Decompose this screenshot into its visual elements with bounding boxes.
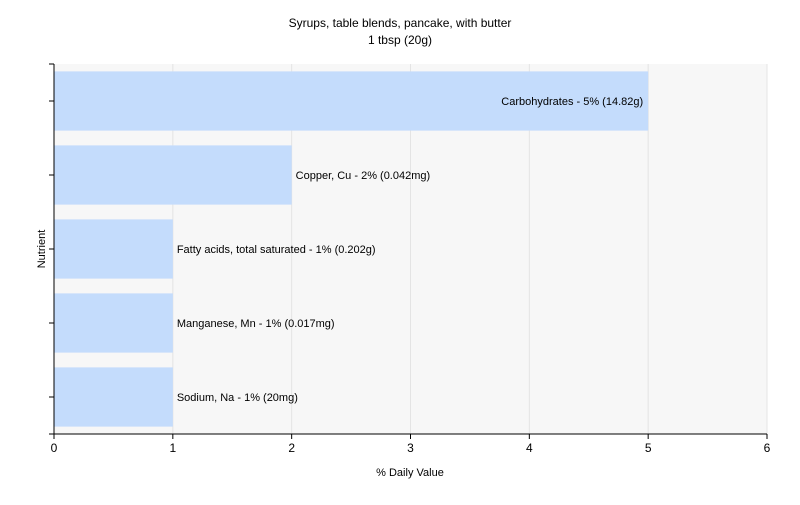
x-tick-label: 4 [526, 441, 533, 455]
bar-label: Copper, Cu - 2% (0.042mg) [296, 170, 431, 182]
chart-title: Syrups, table blends, pancake, with butt… [289, 16, 512, 30]
x-tick-label: 2 [288, 441, 295, 455]
x-tick-label: 1 [169, 441, 176, 455]
y-axis-title: Nutrient [36, 230, 48, 269]
bar [54, 71, 649, 131]
bar-label: Sodium, Na - 1% (20mg) [177, 392, 298, 404]
x-tick-label: 0 [51, 441, 58, 455]
bar [54, 219, 173, 279]
bars: Carbohydrates - 5% (14.82g) Copper, Cu - … [54, 71, 649, 427]
x-axis-title: % Daily Value [376, 467, 444, 479]
bar-label: Carbohydrates - 5% (14.82g) [501, 96, 643, 108]
x-tick-label: 3 [407, 441, 414, 455]
x-axis-ticks: 0 1 2 3 4 5 6 [51, 434, 771, 455]
bar-label: Manganese, Mn - 1% (0.017mg) [177, 318, 335, 330]
x-tick-label: 6 [764, 441, 771, 455]
bar [54, 293, 173, 353]
chart-subtitle: 1 tbsp (20g) [368, 33, 432, 47]
x-tick-label: 5 [645, 441, 652, 455]
bar-label: Fatty acids, total saturated - 1% (0.202… [177, 244, 376, 256]
bar [54, 367, 173, 427]
y-axis-ticks [49, 63, 54, 435]
bar [54, 145, 292, 205]
